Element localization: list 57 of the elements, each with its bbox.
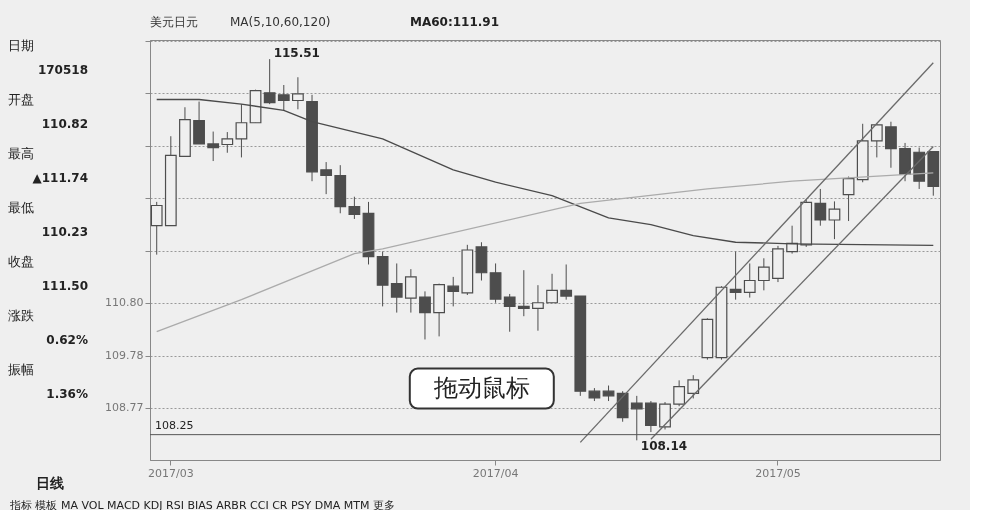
text: 开盘 — [8, 92, 34, 107]
annotation: 108.14 — [640, 439, 688, 454]
candlestick — [419, 290, 431, 340]
chart-title: 美元日元 — [150, 15, 198, 29]
text: ▲111.74 — [32, 171, 88, 185]
chart-subtitle: MA(5,10,60,120) — [230, 15, 331, 29]
text: 振幅 — [8, 362, 34, 377]
candlestick — [842, 176, 855, 222]
text: 收盘 — [8, 254, 34, 269]
candlestick — [207, 131, 220, 162]
text: 110.82 — [41, 117, 88, 131]
text: 170518 — [37, 63, 88, 77]
ref-line-label: 108.25 — [155, 418, 194, 432]
annotation: 拖动鼠标 — [432, 373, 530, 402]
candlestick — [828, 200, 841, 240]
candlestick — [320, 161, 333, 195]
candlestick — [221, 131, 234, 154]
x-tick-label: 2017/04 — [472, 466, 519, 480]
x-tick-label: 2017/05 — [755, 466, 801, 480]
candlestick — [885, 121, 897, 169]
text: 日线 — [36, 475, 64, 491]
candlestick — [193, 101, 205, 145]
candlestick — [645, 400, 657, 433]
y-tick-label: 110.80 — [105, 296, 144, 310]
candlestick — [870, 123, 883, 158]
annotation: 115.51 — [273, 46, 320, 61]
candlestick — [404, 268, 417, 314]
candlestick — [503, 293, 516, 333]
candlestick — [743, 262, 756, 299]
text: MA60:111.91 — [410, 15, 500, 29]
candlestick — [263, 58, 276, 105]
candlestick — [517, 269, 530, 317]
candlestick — [673, 379, 686, 407]
candlestick — [235, 103, 248, 158]
candlestick — [532, 284, 544, 332]
candlestick — [729, 251, 742, 301]
candlestick — [814, 188, 827, 227]
candlestick — [757, 257, 770, 291]
text: 111.50 — [41, 279, 88, 293]
text: 0.62% — [46, 333, 88, 347]
y-tick-label: 108.77 — [105, 401, 144, 415]
text: 最高 — [8, 146, 34, 161]
candlestick — [292, 76, 304, 110]
candlestick — [560, 263, 573, 301]
text: 日期 — [8, 38, 34, 53]
x-tick-label: 2017/03 — [147, 466, 194, 480]
y-tick-label: 109.78 — [105, 349, 144, 363]
candlestick — [390, 262, 403, 314]
text: 涨跌 — [8, 308, 34, 323]
candlestick — [546, 273, 558, 304]
text: 110.23 — [41, 225, 88, 239]
text: 1.36% — [46, 387, 88, 401]
candlestick — [659, 401, 671, 430]
text: 最低 — [8, 200, 34, 215]
candlestick — [348, 196, 361, 220]
candlestick — [447, 276, 460, 307]
candlestick — [687, 374, 700, 399]
